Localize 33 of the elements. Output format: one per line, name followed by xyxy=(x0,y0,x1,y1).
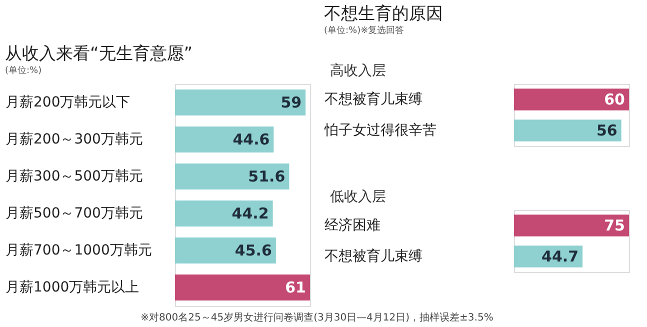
text: 低收入层 xyxy=(330,189,386,205)
bar xyxy=(175,90,306,116)
y-tick-label: 月薪1000万韩元以上 xyxy=(6,280,140,296)
text: 高收入层 xyxy=(330,63,386,79)
bar xyxy=(175,200,273,226)
data-label: 56 xyxy=(596,122,618,140)
data-label: 60 xyxy=(604,90,625,108)
text: ※对800名25～45岁男女进行问卷调查(3月30日—4月12日)，抽样误差±3.5% xyxy=(140,312,494,324)
y-tick-label: 不想被育儿束缚 xyxy=(324,90,422,108)
y-tick-label: 月薪200万韩元以下 xyxy=(6,94,130,110)
text: (单位:%)※复选回答 xyxy=(324,25,404,36)
bar xyxy=(175,274,310,300)
data-label: 44.7 xyxy=(542,248,579,266)
y-tick-label: 月薪200～300万韩元 xyxy=(6,132,143,148)
data-label: 44.2 xyxy=(232,204,269,222)
bar xyxy=(175,164,290,190)
chart-title: 从收入来看“无生育意愿” xyxy=(5,44,193,64)
y-tick-label: 月薪700～1000万韩元 xyxy=(6,242,152,258)
y-tick-label: 不想被育儿束缚 xyxy=(324,248,422,264)
data-label: 75 xyxy=(604,216,625,234)
data-label: 45.6 xyxy=(234,242,272,260)
data-label: 61 xyxy=(285,278,306,296)
y-tick-label: 月薪500～700万韩元 xyxy=(6,206,143,222)
text: (单位:%) xyxy=(5,65,42,76)
chart-title: 不想生育的原因 xyxy=(324,4,443,24)
data-label: 44.6 xyxy=(232,130,270,148)
y-tick-label: 经济困难 xyxy=(324,218,380,234)
y-tick-label: 月薪300～500万韩元 xyxy=(6,168,143,184)
data-label: 59 xyxy=(280,94,302,112)
bar xyxy=(175,238,276,264)
data-label: 51.6 xyxy=(248,168,286,186)
y-tick-label: 怕子女过得很辛苦 xyxy=(324,122,436,138)
bar xyxy=(175,126,274,152)
